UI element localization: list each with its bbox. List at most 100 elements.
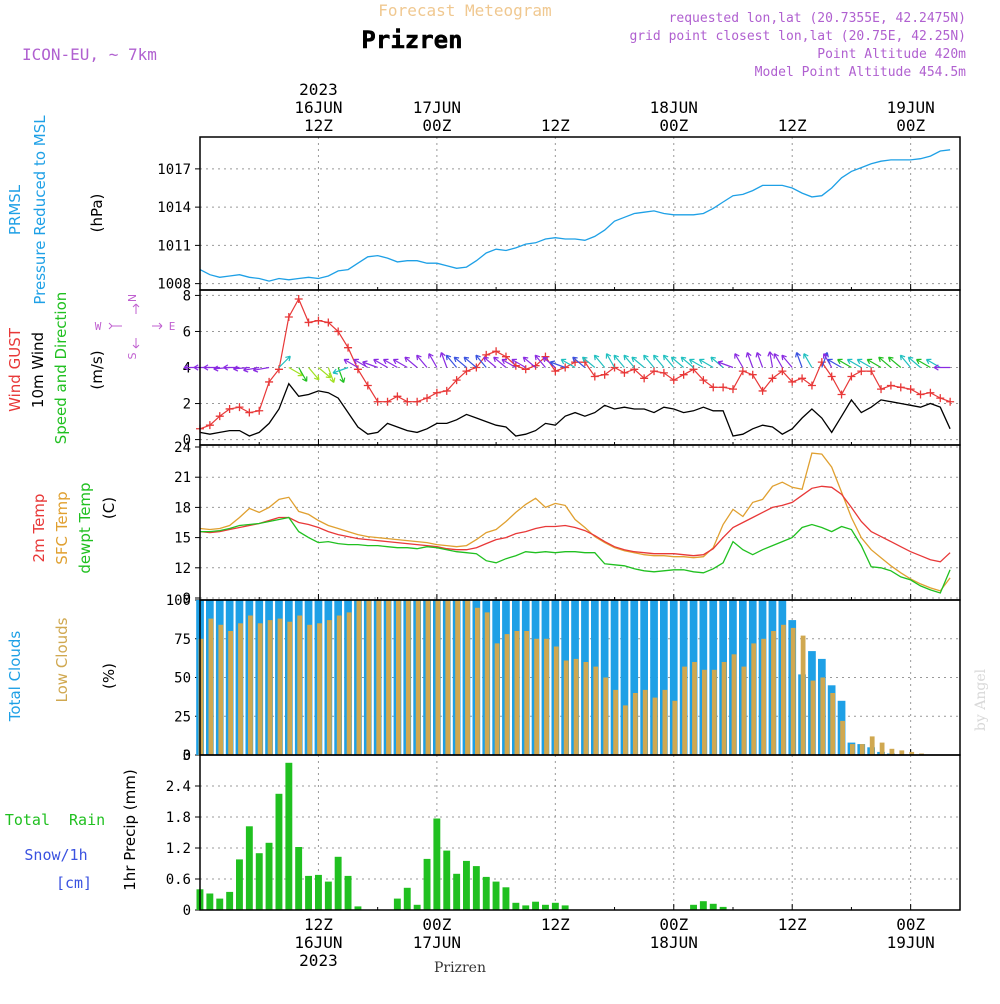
precip-bar-rain: [324, 881, 332, 910]
gust-point-marker: [304, 318, 313, 327]
gust-point-marker: [255, 406, 264, 415]
wind-direction-arrow: [670, 356, 684, 368]
cloud-bar-low: [386, 600, 391, 755]
precip-bar-rain: [245, 826, 253, 910]
cloud-bar-low: [356, 600, 362, 755]
cloud-bar-low: [563, 660, 569, 755]
gust-point-marker: [916, 390, 925, 399]
gust-point-marker: [926, 388, 935, 397]
gust-point-marker: [373, 397, 382, 406]
gust-point-marker: [442, 386, 451, 395]
cloud-bar-low: [376, 600, 382, 755]
wind-direction-arrow: [298, 367, 308, 382]
precip-bar-rain: [433, 818, 441, 910]
top-time-label: 00Z: [422, 116, 451, 135]
gust-point-marker: [235, 403, 244, 412]
cloud-bar-low: [771, 631, 776, 755]
cloud-bar-total: [669, 600, 678, 755]
wind-direction-arrow: [605, 353, 616, 368]
precip-bar-rain: [236, 859, 243, 910]
bottom-time-label: 17JUN: [413, 933, 461, 952]
cloud-bar-low: [277, 618, 283, 755]
wind-direction-arrow: [803, 353, 813, 368]
top-time-label: 00Z: [896, 116, 925, 135]
compass-arrows-horizontal: [108, 322, 163, 330]
wind-direction-arrow: [252, 366, 270, 373]
gust-point-marker: [857, 367, 866, 376]
wind-direction-arrow: [501, 358, 517, 369]
cloud-bar-total: [630, 600, 639, 755]
wind-direction-arrow: [680, 356, 694, 368]
wind-direction-arrow: [404, 356, 418, 368]
precip-bar-rain: [690, 904, 697, 910]
cloud-bar-low: [534, 638, 539, 756]
wind-direction-arrow: [846, 358, 862, 369]
compass-arrows-vertical: [132, 303, 140, 349]
wind-direction-arrow: [463, 356, 477, 368]
wind-direction-arrow: [745, 352, 754, 368]
bottom-time-label: 00Z: [659, 915, 688, 934]
bottom-time-label: 00Z: [896, 915, 925, 934]
ytick-label: 15: [174, 531, 191, 547]
ytick-label: 6: [183, 324, 191, 340]
series-line-dewpt-temp: [200, 516, 951, 594]
cloud-bar-low: [504, 634, 510, 755]
wind-direction-arrow: [866, 358, 882, 369]
ytick-label: 100: [166, 593, 191, 609]
bottom-time-label: 12Z: [778, 915, 807, 934]
gust-point-marker: [620, 368, 629, 377]
watermark: by Angel: [973, 668, 989, 731]
cloud-bar-low: [672, 700, 678, 756]
cloud-bar-low: [751, 643, 757, 755]
cloud-bar-low: [850, 744, 855, 755]
gust-point-marker: [788, 377, 797, 386]
compass-w: W: [95, 320, 102, 333]
cloud-bar-low: [830, 693, 836, 755]
wind-direction-arrow: [773, 353, 783, 368]
wind-direction-arrow: [337, 367, 346, 383]
precip-bar-rain: [492, 881, 500, 910]
wind-direction-arrow: [710, 356, 724, 368]
wind-direction-arrow: [445, 354, 458, 368]
wind-direction-arrow: [534, 354, 546, 368]
wind-direction-arrow: [439, 352, 448, 368]
wind-direction-arrow: [887, 356, 902, 368]
series-line-prmsl: [199, 149, 951, 282]
info-line-point-altitude: Point Altitude 420m: [817, 47, 966, 62]
ytick-label: 2: [183, 397, 191, 413]
cloud-bar-low: [731, 654, 737, 756]
gust-point-marker: [807, 381, 816, 390]
wind-direction-arrow: [653, 354, 665, 368]
cloud-bar-low: [613, 689, 618, 755]
top-time-label: 17JUN: [413, 98, 461, 117]
ylabel-sfc-temp: SFC Temp: [53, 491, 71, 564]
cloud-bar-low: [524, 631, 530, 755]
compass-n: N: [126, 294, 139, 302]
ylabel-2m-temp: 2m Temp: [30, 494, 48, 563]
gust-point-marker: [492, 347, 501, 356]
wind-direction-arrow: [593, 354, 606, 368]
top-time-label: 18JUN: [650, 98, 698, 117]
series-line-10m-wind: [199, 382, 951, 437]
cloud-bar-low: [810, 680, 816, 755]
cloud-bar-low: [425, 600, 431, 755]
panel-frame: [199, 136, 961, 291]
precip-bar-rain: [216, 898, 224, 910]
wind-direction-arrow: [353, 358, 369, 369]
ytick-label: 8: [183, 288, 191, 304]
wind-direction-arrow: [827, 358, 842, 369]
cloud-bar-low: [553, 646, 559, 755]
ylabel-total-clouds: Total Clouds: [6, 631, 24, 723]
gust-point-marker: [314, 316, 323, 325]
gust-point-marker: [867, 367, 876, 376]
gust-point-marker: [284, 313, 293, 322]
cloud-bar-total: [650, 600, 658, 755]
wind-direction-arrow: [878, 356, 892, 368]
wind-direction-arrow: [483, 356, 497, 368]
cloud-bar-low: [800, 635, 806, 755]
top-time-label: 00Z: [659, 116, 688, 135]
precip-bar-rain: [305, 875, 312, 910]
wind-direction-arrow: [362, 360, 378, 369]
cloud-bar-low: [603, 677, 609, 755]
gust-point-marker: [946, 397, 955, 406]
